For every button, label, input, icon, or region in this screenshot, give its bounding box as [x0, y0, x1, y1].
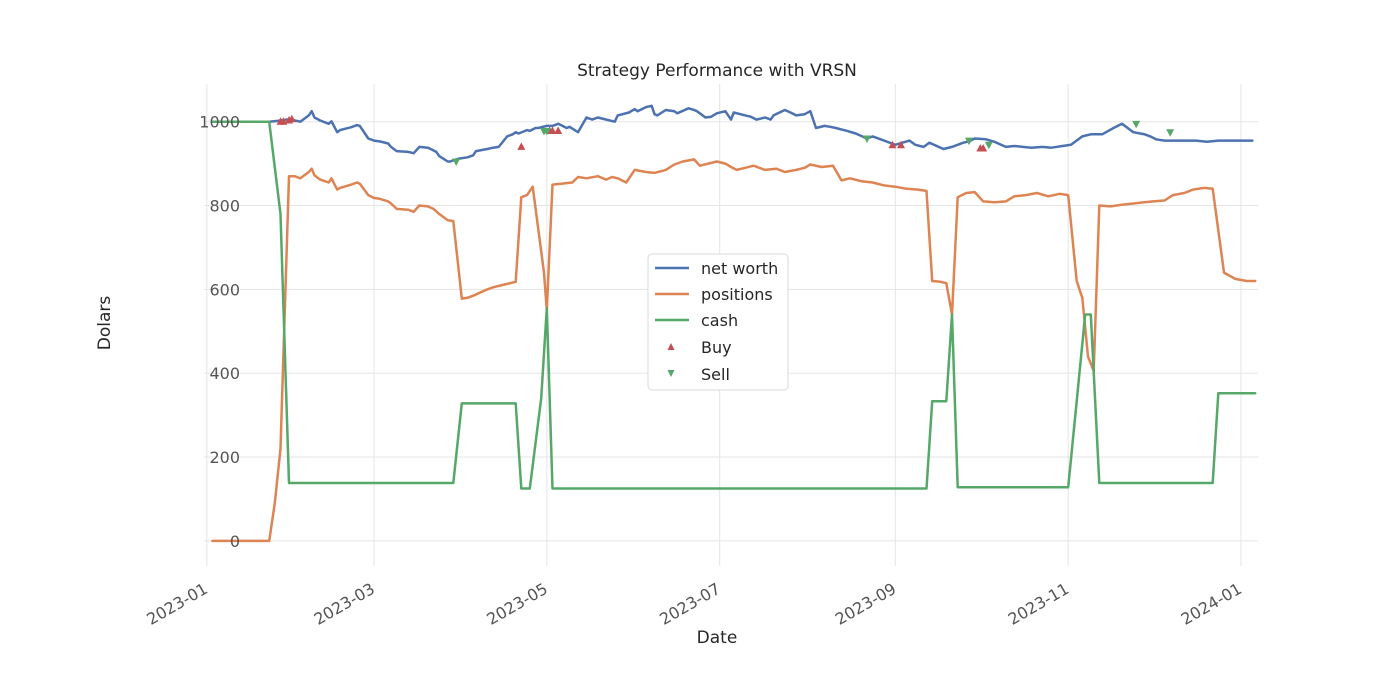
x-axis-title: Date	[697, 628, 738, 648]
sell-marker	[863, 135, 871, 143]
y-tick-label: 0	[230, 532, 240, 551]
y-tick-label: 600	[209, 280, 240, 299]
legend: net worth positions cash Buy Sell	[647, 253, 789, 391]
buy-marker	[979, 144, 988, 152]
x-tick-label: 2023-09	[832, 579, 899, 629]
x-tick-label: 2024-01	[1178, 579, 1245, 629]
legend-box	[647, 253, 789, 391]
buy-marker	[897, 140, 905, 149]
sell-marker	[452, 158, 461, 167]
series-line-net-worth	[211, 104, 1254, 163]
buy-marker	[888, 140, 897, 149]
x-tick-label: 2023-05	[483, 579, 550, 629]
series-line-cash	[211, 120, 1257, 490]
buy-marker	[287, 114, 296, 123]
x-tick-label: 2023-01	[143, 579, 210, 629]
x-tick-label: 2023-11	[1005, 579, 1072, 629]
marker-layer	[276, 114, 1175, 167]
x-tick-label: 2023-07	[656, 579, 723, 629]
series-line-positions	[211, 158, 1257, 543]
y-tick-label: 400	[209, 364, 240, 383]
sell-marker	[542, 127, 551, 136]
legend-buy-marker-icon	[667, 343, 675, 350]
y-tick-label: 800	[209, 197, 240, 216]
legend-label-cash: cash	[701, 311, 738, 330]
sell-marker	[965, 137, 973, 146]
y-axis-title: Dolars	[95, 296, 115, 351]
series-layer	[211, 104, 1257, 543]
sell-marker	[984, 141, 993, 150]
sell-marker	[1166, 129, 1175, 137]
buy-marker	[554, 126, 563, 134]
legend-label-positions: positions	[701, 285, 773, 304]
x-tick-label: 2023-03	[311, 579, 378, 629]
y-tick-label: 200	[209, 448, 240, 467]
chart-title: Strategy Performance with VRSN	[577, 61, 857, 81]
sell-marker	[1132, 120, 1141, 129]
grid-layer	[204, 84, 1258, 566]
legend-label-buy: Buy	[701, 338, 732, 357]
legend-label-sell: Sell	[701, 365, 730, 384]
buy-marker	[548, 126, 557, 134]
y-tick-label: 1000	[199, 113, 240, 132]
legend-label-net-worth: net worth	[701, 259, 778, 278]
buy-marker	[517, 142, 526, 150]
legend-sell-marker-icon	[667, 370, 675, 377]
